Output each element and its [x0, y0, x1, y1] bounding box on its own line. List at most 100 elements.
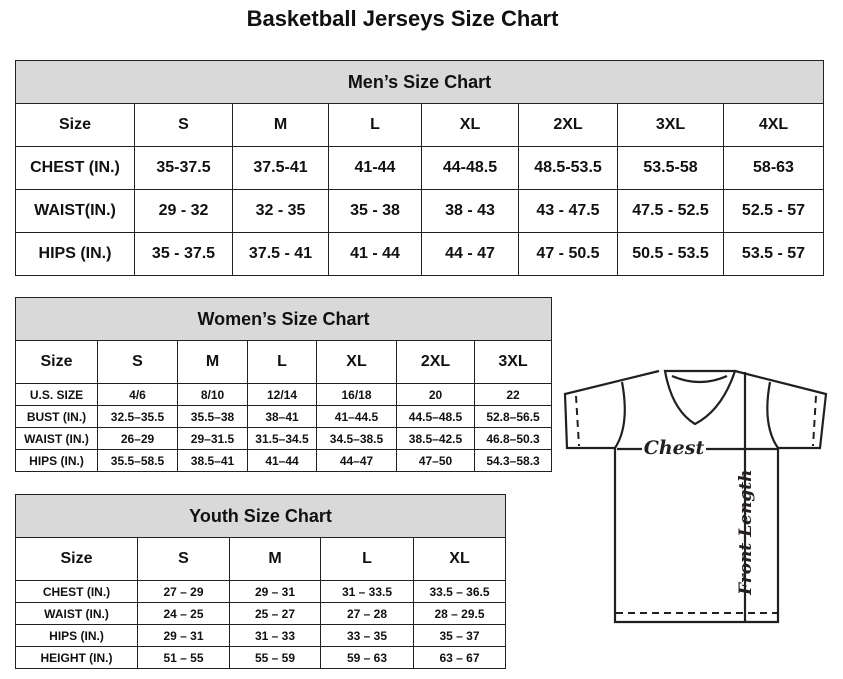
table-cell: M [232, 103, 329, 147]
shirt-outline [563, 369, 828, 624]
table-cell: 32 - 35 [232, 189, 329, 233]
table-cell: 4/6 [97, 383, 178, 406]
table-cell: 44.5–48.5 [396, 405, 475, 428]
table-row: HIPS (IN.) 35.5–58.5 38.5–41 41–44 44–47 47–5… [15, 449, 553, 472]
womens-table: Women’s Size Chart Size S M L XL 2XL 3XL U.S. SI… [14, 297, 553, 472]
table-cell: 55 – 59 [229, 646, 321, 669]
table-cell: 2XL [518, 103, 618, 147]
table-cell: 8/10 [177, 383, 248, 406]
table-cell: 38.5–42.5 [396, 427, 475, 450]
table-cell: 27 – 28 [320, 602, 414, 625]
table-cell: 31 – 33.5 [320, 580, 414, 603]
row-label: BUST (IN.) [15, 405, 98, 428]
table-cell: XL [412, 537, 507, 581]
left-armhole [614, 381, 626, 449]
table-row: HEIGHT (IN.) 51 – 55 55 – 59 59 – 63 63 – 67 [15, 646, 507, 669]
table-cell: 59 – 63 [320, 646, 414, 669]
table-cell: 43 - 47.5 [518, 189, 618, 233]
chart-heading: Youth Size Chart [14, 494, 507, 538]
womens-size-chart: Women’s Size Chart Size S M L XL 2XL 3XL U.S. SI… [14, 297, 553, 472]
table-cell: 3XL [617, 103, 724, 147]
table-cell: L [320, 537, 414, 581]
table-row: HIPS (IN.) 29 – 31 31 – 33 33 – 35 35 – 37 [15, 624, 507, 647]
size-header-row: Size S M L XL 2XL 3XL [15, 340, 553, 384]
row-label: WAIST(IN.) [15, 189, 135, 233]
table-cell: 58-63 [723, 146, 824, 190]
table-row: U.S. SIZE 4/6 8/10 12/14 16/18 20 22 [15, 383, 553, 406]
table-cell: 24 – 25 [137, 602, 230, 625]
table-cell: 12/14 [247, 383, 317, 406]
table-cell: 54.3–58.3 [473, 449, 553, 472]
table-row: WAIST (IN.) 24 – 25 25 – 27 27 – 28 28 – 29.… [15, 602, 507, 625]
table-cell: 38.5–41 [177, 449, 248, 472]
table-cell: XL [316, 340, 397, 384]
table-cell: M [229, 537, 321, 581]
row-label: CHEST (IN.) [15, 146, 135, 190]
row-label: HIPS (IN.) [15, 624, 138, 647]
table-cell: 29–31.5 [177, 427, 248, 450]
table-cell: 33 – 35 [320, 624, 414, 647]
collar-inner [671, 374, 728, 384]
table-cell: 37.5-41 [232, 146, 329, 190]
table-cell: 53.5 - 57 [723, 232, 824, 276]
table-cell: 44-48.5 [421, 146, 519, 190]
table-cell: XL [421, 103, 519, 147]
table-cell: 41–44 [247, 449, 317, 472]
table-cell: S [134, 103, 233, 147]
table-cell: 53.5-58 [617, 146, 724, 190]
chart-heading: Men’s Size Chart [15, 60, 824, 104]
table-cell: 38–41 [247, 405, 317, 428]
table-cell: 28 – 29.5 [412, 602, 507, 625]
table-cell: 29 - 32 [134, 189, 233, 233]
table-cell: 26–29 [97, 427, 178, 450]
table-cell: 29 – 31 [137, 624, 230, 647]
youth-table: Youth Size Chart Size S M L XL CHEST (IN.) 27 –… [14, 494, 507, 669]
table-cell: 35.5–58.5 [97, 449, 178, 472]
table-cell: 16/18 [316, 383, 397, 406]
table-cell: 44–47 [316, 449, 397, 472]
row-label: Size [15, 537, 138, 581]
size-header-row: Size S M L XL [15, 537, 507, 581]
youth-size-chart: Youth Size Chart Size S M L XL CHEST (IN.) 27 –… [14, 494, 507, 669]
table-cell: 29 – 31 [229, 580, 321, 603]
table-cell: 3XL [473, 340, 553, 384]
chest-label: Chest [644, 437, 705, 459]
row-label: Size [15, 340, 98, 384]
table-cell: 35-37.5 [134, 146, 233, 190]
table-cell: 37.5 - 41 [232, 232, 329, 276]
table-cell: 46.8–50.3 [473, 427, 553, 450]
table-row: BUST (IN.) 32.5–35.5 35.5–38 38–41 41–44.5 44… [15, 405, 553, 428]
row-label: CHEST (IN.) [15, 580, 138, 603]
table-cell: 20 [396, 383, 475, 406]
front-length-label: Front Length [736, 470, 756, 596]
table-cell: 31 – 33 [229, 624, 321, 647]
table-cell: 41 - 44 [328, 232, 422, 276]
table-cell: 63 – 67 [412, 646, 507, 669]
table-cell: 27 – 29 [137, 580, 230, 603]
table-cell: 35 - 37.5 [134, 232, 233, 276]
row-label: HIPS (IN.) [15, 449, 98, 472]
table-row: WAIST (IN.) 26–29 29–31.5 31.5–34.5 34.5–38.… [15, 427, 553, 450]
table-cell: 4XL [723, 103, 824, 147]
table-cell: 41–44.5 [316, 405, 397, 428]
table-cell: 35 – 37 [412, 624, 507, 647]
table-cell: M [177, 340, 248, 384]
row-label: HIPS (IN.) [15, 232, 135, 276]
table-cell: 52.8–56.5 [473, 405, 553, 428]
tshirt-measurement-diagram: Chest Front Length [563, 369, 828, 624]
table-row: WAIST(IN.) 29 - 32 32 - 35 35 - 38 38 - 43 43… [15, 189, 824, 233]
table-cell: 48.5-53.5 [518, 146, 618, 190]
row-label: Size [15, 103, 135, 147]
table-cell: 50.5 - 53.5 [617, 232, 724, 276]
table-cell: 25 – 27 [229, 602, 321, 625]
table-cell: L [328, 103, 422, 147]
table-cell: 51 – 55 [137, 646, 230, 669]
table-cell: 33.5 – 36.5 [412, 580, 507, 603]
table-cell: 47.5 - 52.5 [617, 189, 724, 233]
table-cell: 41-44 [328, 146, 422, 190]
table-row: CHEST (IN.) 27 – 29 29 – 31 31 – 33.5 33.5 –… [15, 580, 507, 603]
table-cell: 52.5 - 57 [723, 189, 824, 233]
row-label: U.S. SIZE [15, 383, 98, 406]
table-cell: 44 - 47 [421, 232, 519, 276]
table-cell: 47 - 50.5 [518, 232, 618, 276]
